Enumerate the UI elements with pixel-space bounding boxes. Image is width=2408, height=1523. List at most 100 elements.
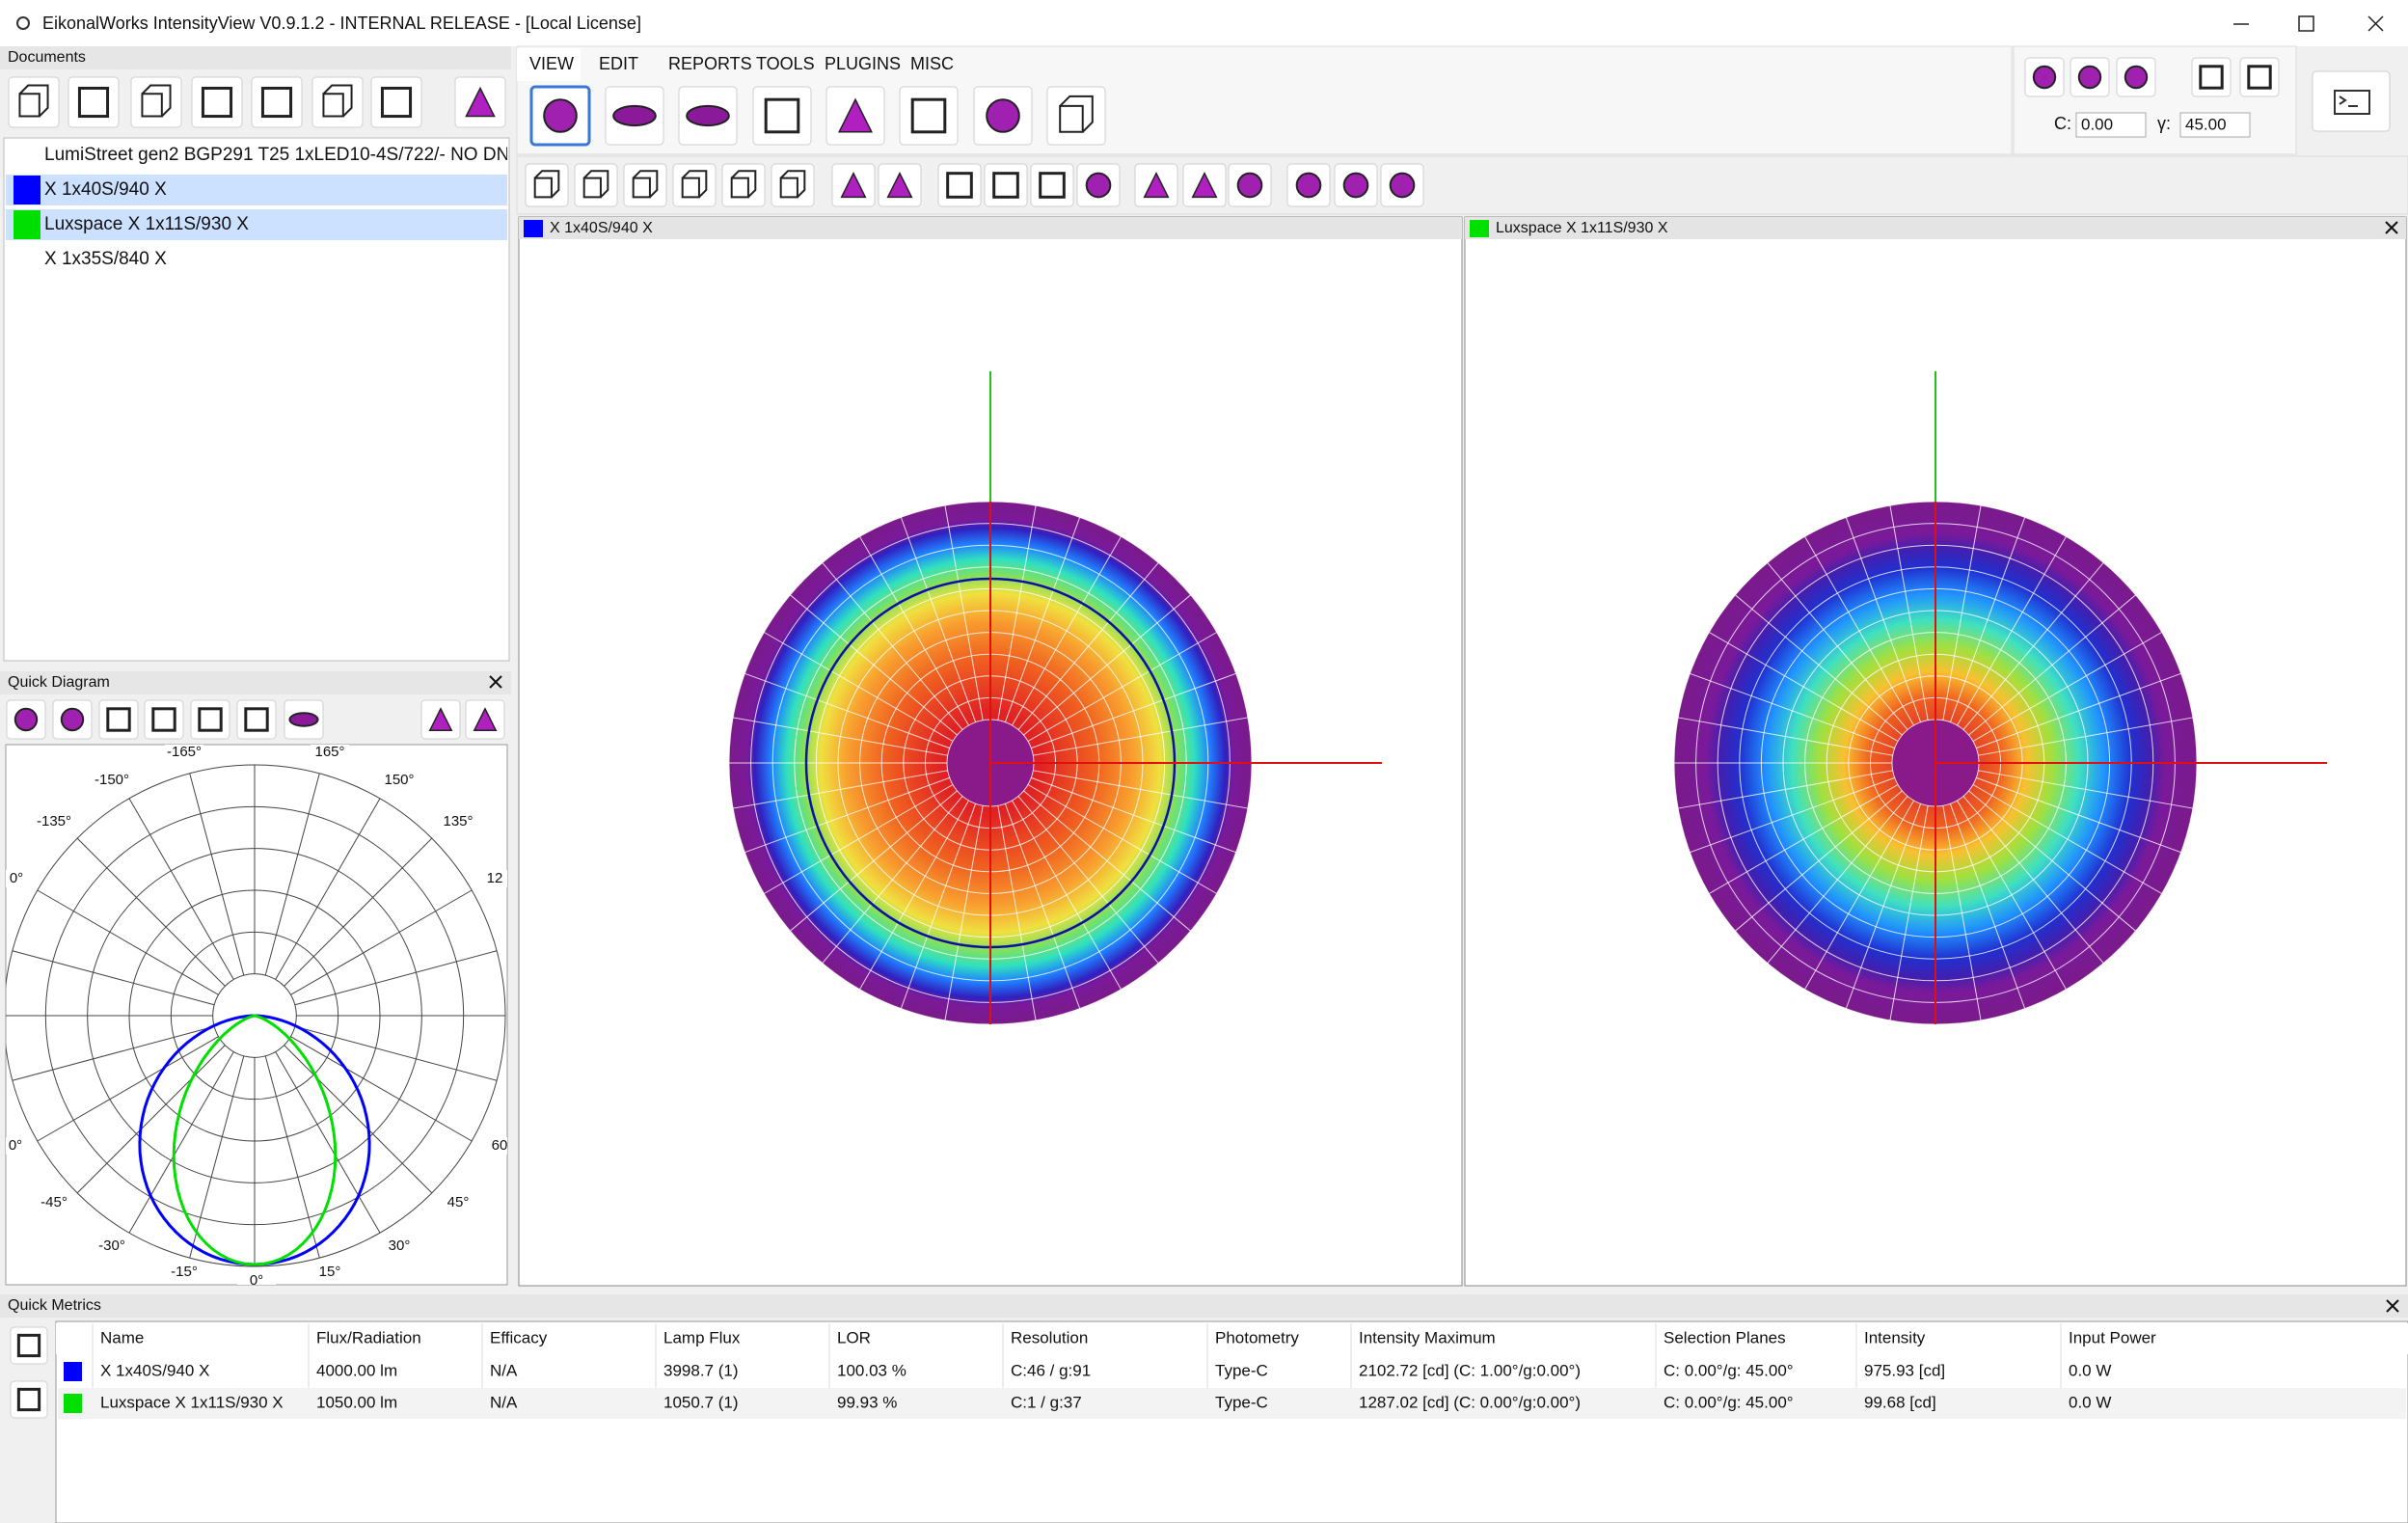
- menu-tab[interactable]: MISC: [910, 54, 954, 73]
- heatmap-spoke: [1012, 536, 1122, 726]
- toolbar-button[interactable]: [1182, 163, 1227, 207]
- menu-tab[interactable]: EDIT: [599, 54, 638, 73]
- toolbar-button[interactable]: [1030, 163, 1074, 207]
- toolbar-button[interactable]: [311, 76, 364, 128]
- toolbar-button[interactable]: [525, 163, 569, 207]
- toolbar-button[interactable]: [98, 699, 139, 740]
- document-name[interactable]: LumiStreet gen2 BGP291 T25 1xLED10-4S/72…: [44, 145, 509, 165]
- toolbar-button[interactable]: [721, 163, 766, 207]
- menu-tab[interactable]: VIEW: [529, 54, 574, 73]
- toolbar-button[interactable]: [144, 699, 184, 740]
- toolbar-button[interactable]: [10, 1380, 48, 1419]
- cell: N/A: [490, 1361, 518, 1379]
- toolbar-button[interactable]: [973, 86, 1033, 146]
- polar-spoke: [294, 1025, 498, 1081]
- column-header[interactable]: LOR: [837, 1328, 871, 1346]
- column-header[interactable]: Lamp Flux: [663, 1328, 741, 1346]
- menu-tab[interactable]: PLUGINS: [825, 54, 901, 73]
- angle-label: 60: [492, 1137, 508, 1154]
- toolbar-button[interactable]: [825, 86, 885, 146]
- button-frame: [190, 699, 230, 740]
- toolbar-button[interactable]: [899, 86, 959, 146]
- column-header[interactable]: Intensity Maximum: [1359, 1328, 1496, 1346]
- document-name[interactable]: X 1x40S/940 X: [44, 179, 167, 200]
- toolbar-button[interactable]: [2191, 57, 2232, 97]
- toolbar-button[interactable]: [236, 699, 277, 740]
- quick-diagram-close[interactable]: [489, 675, 502, 689]
- toolbar-button[interactable]: [130, 76, 182, 128]
- toolbar-button[interactable]: [1076, 163, 1121, 207]
- c-value[interactable]: 0.00: [2081, 115, 2113, 133]
- toolbar-button[interactable]: [68, 76, 120, 128]
- toolbar-button[interactable]: [1380, 163, 1424, 207]
- toolbar-button[interactable]: [1228, 163, 1272, 207]
- gamma-value[interactable]: 45.00: [2185, 115, 2227, 133]
- toolbar-button[interactable]: [10, 1326, 48, 1365]
- toolbar-button[interactable]: [771, 163, 815, 207]
- gamma-input[interactable]: [2179, 112, 2251, 138]
- button-frame: [311, 76, 364, 128]
- toolbar-button[interactable]: [1334, 163, 1378, 207]
- toolbar-button[interactable]: [8, 76, 60, 128]
- toolbar-button[interactable]: [1286, 163, 1331, 207]
- column-header[interactable]: Input Power: [2069, 1328, 2156, 1346]
- toolbar-button[interactable]: [678, 86, 738, 146]
- toolbar-button[interactable]: [52, 699, 93, 740]
- maximize-button[interactable]: [2298, 15, 2314, 32]
- toolbar-button[interactable]: [251, 76, 303, 128]
- toolbar-button[interactable]: [605, 86, 664, 146]
- toolbar-button[interactable]: [191, 76, 243, 128]
- toolbar-button[interactable]: [831, 163, 876, 207]
- column-header[interactable]: Selection Planes: [1664, 1328, 1786, 1346]
- selected-row[interactable]: [6, 175, 507, 205]
- toolbar-button[interactable]: [190, 699, 230, 740]
- close-window-button[interactable]: [2367, 15, 2384, 32]
- row-color: [64, 1362, 82, 1381]
- menu-tab[interactable]: TOOLS: [756, 54, 815, 73]
- toolbar-button[interactable]: [529, 85, 591, 147]
- toolbar-button[interactable]: [2070, 57, 2110, 97]
- toolbar-button[interactable]: [454, 76, 506, 128]
- console-button[interactable]: [2312, 70, 2391, 132]
- heatmap-spoke: [859, 536, 969, 726]
- heatmap-spoke: [1968, 790, 2136, 932]
- toolbar-button[interactable]: [574, 163, 618, 207]
- heatmap-spoke: [1767, 796, 1908, 964]
- column-header[interactable]: Name: [100, 1328, 144, 1346]
- heatmap-spoke: [1767, 562, 1908, 730]
- metrics-close[interactable]: [2386, 1299, 2399, 1313]
- toolbar-button[interactable]: [1046, 86, 1106, 146]
- column-header[interactable]: Photometry: [1215, 1328, 1299, 1346]
- view-close[interactable]: [2385, 221, 2398, 234]
- c-input[interactable]: [2075, 112, 2147, 138]
- button-frame: [98, 699, 139, 740]
- toolbar-button[interactable]: [2024, 57, 2065, 97]
- column-header[interactable]: Efficacy: [490, 1328, 548, 1346]
- column-header[interactable]: Flux/Radiation: [316, 1328, 421, 1346]
- toolbar-button[interactable]: [465, 699, 505, 740]
- column-header[interactable]: Resolution: [1011, 1328, 1088, 1346]
- toolbar-button[interactable]: [937, 163, 982, 207]
- toolbar-button[interactable]: [6, 699, 46, 740]
- button-frame: [370, 76, 422, 128]
- document-name[interactable]: Luxspace X 1x11S/930 X: [44, 214, 249, 234]
- document-name[interactable]: X 1x35S/840 X: [44, 249, 167, 269]
- cell: 1287.02 [cd] (C: 0.00°/g:0.00°): [1359, 1393, 1581, 1411]
- toolbar-button[interactable]: [623, 163, 667, 207]
- button-frame: [771, 163, 815, 207]
- toolbar-button[interactable]: [284, 699, 324, 740]
- selected-row[interactable]: [6, 209, 507, 240]
- toolbar-button[interactable]: [672, 163, 717, 207]
- toolbar-button[interactable]: [2116, 57, 2156, 97]
- polar-spoke: [189, 773, 245, 976]
- menu-tab[interactable]: REPORTS: [668, 54, 752, 73]
- toolbar-button[interactable]: [370, 76, 422, 128]
- toolbar-button[interactable]: [878, 163, 922, 207]
- toolbar-button[interactable]: [2239, 57, 2280, 97]
- toolbar-button[interactable]: [420, 699, 461, 740]
- toolbar-button[interactable]: [984, 163, 1028, 207]
- toolbar-button[interactable]: [1134, 163, 1178, 207]
- toolbar-button[interactable]: [752, 86, 812, 146]
- column-header[interactable]: Intensity: [1864, 1328, 1926, 1346]
